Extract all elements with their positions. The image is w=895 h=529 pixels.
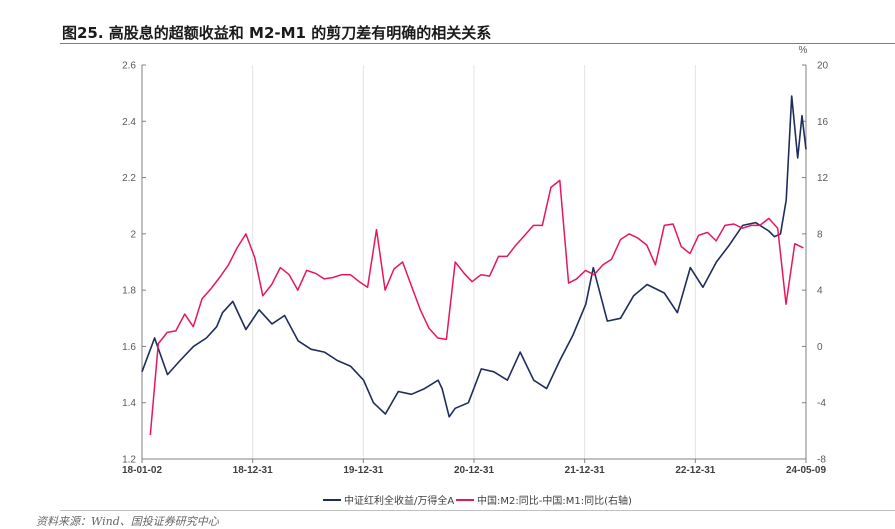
figure-title: 图25. 高股息的超额收益和 M2-M1 的剪刀差有明确的相关关系 — [62, 24, 492, 42]
x-tick-label: 18-12-31 — [233, 465, 273, 476]
right-tick-label: 20 — [817, 61, 829, 72]
left-tick-label: 1.2 — [122, 455, 136, 466]
x-tick-label: 19-12-31 — [343, 465, 383, 476]
left-tick-label: 1.6 — [122, 342, 136, 353]
right-ticks: -8 -4 0 4 8 12 16 20 — [802, 61, 829, 466]
right-tick-label: -4 — [817, 398, 826, 409]
left-tick-label: 2.4 — [122, 117, 136, 128]
x-tick-label: 24-05-09 — [786, 465, 826, 476]
left-ticks: 1.2 1.4 1.6 1.8 2 2.2 2.4 2.6 — [122, 61, 146, 466]
right-tick-label: 4 — [817, 286, 823, 297]
left-tick-label: 2.6 — [122, 61, 136, 72]
legend: 中证红利全收益/万得全A 中国:M2:同比-中国:M1:同比(右轴) — [323, 494, 632, 507]
source-divider — [60, 510, 895, 511]
left-tick-label: 1.4 — [122, 398, 136, 409]
right-tick-label: 0 — [817, 342, 823, 353]
right-tick-label: -8 — [817, 455, 826, 466]
left-tick-label: 1.8 — [122, 286, 136, 297]
series-line-dividend-ratio — [141, 95, 807, 418]
x-tick-label: 20-12-31 — [454, 465, 494, 476]
line-chart: 1.2 1.4 1.6 1.8 2 2.2 2.4 2.6 -8 -4 0 4 8 12 16 20 18-… — [122, 45, 829, 507]
series-lines — [141, 95, 807, 436]
x-tick-label: 18-01-02 — [122, 465, 162, 476]
legend-label-dividend: 中证红利全收益/万得全A — [344, 494, 454, 507]
x-tick-label: 22-12-31 — [675, 465, 715, 476]
legend-label-m2m1: 中国:M2:同比-中国:M1:同比(右轴) — [477, 494, 632, 507]
left-tick-label: 2.2 — [122, 173, 136, 184]
left-tick-label: 2 — [130, 229, 136, 240]
x-ticks: 18-01-02 18-12-31 19-12-31 20-12-31 21-12-31… — [122, 459, 826, 476]
title-divider — [60, 43, 895, 44]
source-note: 资料来源：Wind、国投证券研究中心 — [36, 515, 219, 528]
series-line-m2-m1-gap — [149, 179, 804, 436]
right-tick-label: 16 — [817, 117, 829, 128]
gridlines — [252, 65, 696, 459]
x-tick-label: 21-12-31 — [565, 465, 605, 476]
right-axis-unit: % — [799, 45, 808, 56]
right-tick-label: 8 — [817, 229, 823, 240]
right-tick-label: 12 — [817, 173, 829, 184]
